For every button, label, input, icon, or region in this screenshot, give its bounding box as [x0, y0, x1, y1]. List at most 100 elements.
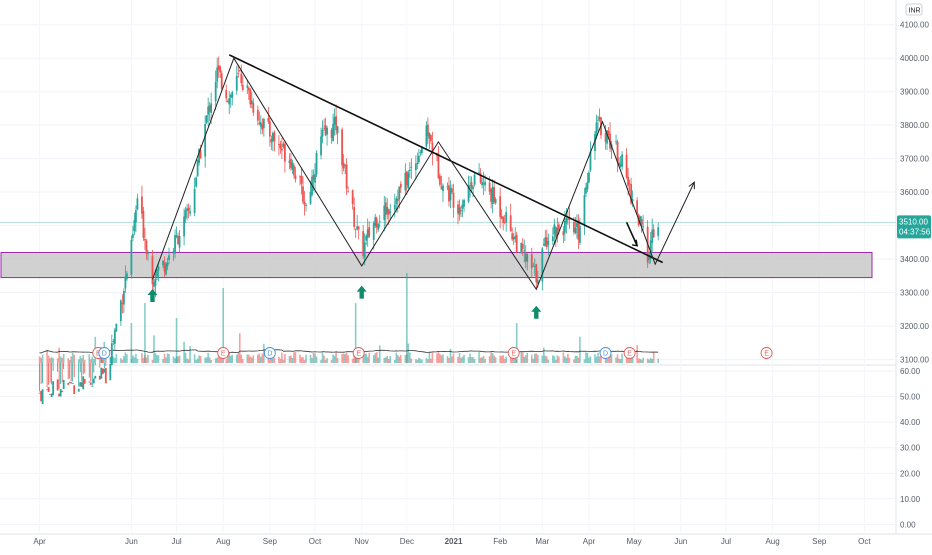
volume-bar	[198, 355, 200, 363]
volume-bar	[481, 357, 483, 363]
volume-bar	[88, 354, 91, 363]
candle-body	[133, 219, 136, 232]
time-tick-label: Aug	[216, 537, 230, 546]
candle-body	[353, 207, 356, 227]
volume-bar	[294, 352, 297, 363]
bar-countdown: 04:37:56	[899, 227, 931, 236]
current-price-tag[interactable]	[897, 215, 931, 239]
candle-body	[636, 200, 639, 215]
volume-bar	[347, 355, 349, 363]
candle-body	[484, 181, 487, 186]
volume-bar	[56, 358, 59, 363]
event-marker-circle[interactable]	[98, 347, 111, 359]
volume-bar	[562, 352, 565, 363]
candle-body	[514, 236, 517, 239]
candle-body	[440, 186, 443, 190]
volume-bar	[421, 359, 423, 363]
event-marker-circle[interactable]	[352, 347, 365, 359]
candle-body	[594, 134, 596, 151]
volume-bar	[312, 352, 315, 363]
volume-bar	[387, 358, 390, 363]
candle-body	[216, 67, 219, 82]
volume-bar	[430, 358, 432, 363]
candle-body	[416, 162, 419, 165]
candle-body	[40, 390, 42, 402]
event-marker-circle[interactable]	[217, 347, 230, 359]
candle-body	[521, 243, 524, 249]
volume-bar	[114, 357, 116, 363]
volume-bar	[162, 359, 164, 363]
candle-body	[219, 66, 222, 73]
candle-body	[235, 75, 238, 91]
candle-body	[121, 302, 124, 304]
candle-body	[145, 240, 148, 255]
descending-trendline[interactable]	[228, 54, 664, 264]
candle-body	[362, 231, 365, 256]
volume-bar	[400, 354, 402, 363]
event-marker-circle[interactable]	[263, 347, 276, 359]
volume-bar	[520, 352, 523, 363]
volume-bar	[419, 358, 422, 363]
volume-bar	[288, 356, 291, 363]
volume-bar	[500, 355, 503, 363]
candle-body	[526, 254, 529, 262]
price-axis[interactable]: 4100.00 4000.00 3900.00 3800.00 3700.00 3600.…	[897, 3, 931, 365]
volume-bar	[151, 359, 154, 363]
volume-bar	[105, 355, 107, 363]
volume-bar	[409, 352, 411, 363]
volume-bar	[439, 353, 441, 363]
time-tick-label: 2021	[445, 537, 463, 546]
candle-body	[627, 176, 629, 186]
candle-body	[49, 394, 52, 395]
event-marker-circle[interactable]	[507, 347, 520, 359]
event-marker-label: D	[267, 351, 272, 358]
candle-body	[238, 70, 241, 71]
candle-body	[469, 185, 471, 187]
candle-body	[341, 129, 344, 166]
volume-bar	[282, 359, 285, 363]
candle-body	[618, 162, 620, 166]
volume-bar	[77, 359, 80, 363]
candle-body	[52, 381, 55, 396]
candle-body	[258, 122, 261, 125]
candle-body	[278, 144, 280, 145]
currency-badge[interactable]	[905, 3, 923, 16]
time-tick-label: Mar	[535, 537, 549, 546]
volume-bar	[458, 352, 461, 363]
volume-bar	[278, 356, 280, 363]
candle-body	[365, 235, 368, 241]
candle-body	[73, 385, 76, 394]
candle-body	[502, 217, 505, 223]
candle-body	[88, 381, 91, 383]
time-tick-label: Apr	[583, 537, 596, 546]
candle-body	[437, 153, 440, 178]
volume-bar	[482, 355, 485, 363]
candle-body	[315, 152, 318, 175]
indicator-tick-label: 0.00	[900, 520, 916, 529]
candle-body	[113, 330, 116, 344]
candle-body	[566, 219, 569, 220]
candle-body	[625, 154, 628, 178]
candle-body	[574, 227, 577, 234]
event-marker-circle[interactable]	[599, 347, 612, 359]
candle-body	[56, 379, 59, 391]
volume-bar	[583, 359, 586, 363]
candle-body	[303, 201, 306, 205]
volume-bar	[606, 359, 608, 363]
indicator-axis[interactable]: 60.00 50.00 40.00 30.00 20.00 10.00 0.00	[900, 367, 921, 529]
time-axis[interactable]: Apr Jun Jul Aug Sep Oct Nov Dec 2021 Feb Mar Apr May…	[33, 537, 871, 546]
candle-body	[473, 174, 476, 185]
volume-bar	[204, 357, 206, 363]
event-marker-circle[interactable]	[760, 347, 773, 359]
swing-path[interactable]	[152, 57, 695, 291]
time-tick-label: Aug	[765, 537, 779, 546]
candle-body	[284, 143, 286, 162]
candle-body	[112, 341, 115, 342]
volume-bar	[384, 357, 387, 363]
volume-bar	[248, 354, 250, 363]
event-marker-circle[interactable]	[623, 347, 636, 359]
candle-body	[80, 382, 83, 387]
volume-bar	[40, 357, 42, 363]
